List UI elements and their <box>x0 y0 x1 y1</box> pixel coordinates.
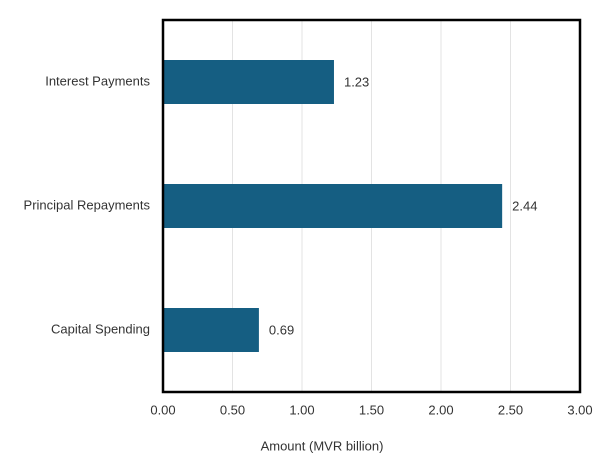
x-tick-label: 2.00 <box>428 402 453 417</box>
y-tick-label: Interest Payments <box>45 73 150 88</box>
value-label: 1.23 <box>344 74 369 89</box>
plot-border <box>161 18 582 394</box>
x-tick-label: 1.00 <box>289 402 314 417</box>
bar <box>163 60 334 104</box>
x-tick-label: 1.50 <box>359 402 384 417</box>
x-tick-label: 0.50 <box>220 402 245 417</box>
x-axis-label: Amount (MVR billion) <box>261 438 384 453</box>
x-tick-label: 2.50 <box>498 402 523 417</box>
bar <box>163 184 503 228</box>
value-label: 0.69 <box>269 322 294 337</box>
y-tick-label: Capital Spending <box>51 321 150 336</box>
value-label: 2.44 <box>512 198 537 213</box>
x-tick-label: 0.00 <box>150 402 175 417</box>
y-tick-label: Principal Repayments <box>24 197 151 212</box>
x-tick-label: 3.00 <box>567 402 592 417</box>
bar <box>163 308 259 352</box>
